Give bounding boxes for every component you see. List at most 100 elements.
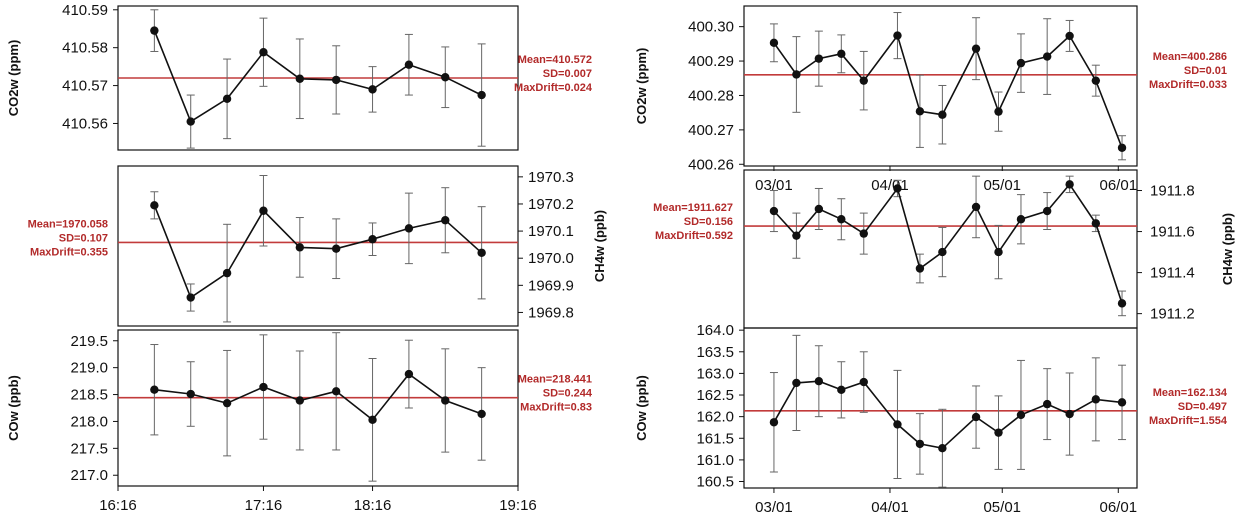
y-axis-label: CO2w (ppm): [634, 48, 649, 125]
y-tick-label: 400.28: [688, 87, 734, 104]
data-point: [1091, 76, 1101, 85]
y-tick-label: 410.56: [62, 115, 108, 132]
plot-frame: [117, 165, 519, 327]
y-tick-label: 161.0: [696, 452, 734, 469]
y-axis-label: COw (ppb): [6, 375, 21, 441]
x-tick-label: 06/01: [1100, 177, 1138, 194]
y-tick-label: 1970.3: [528, 169, 574, 186]
x-tick-label: 16:16: [99, 497, 137, 514]
data-point: [893, 420, 902, 429]
y-tick-label: 218.0: [70, 413, 108, 430]
y-axis-label: CH4w (ppb): [1220, 213, 1235, 285]
x-tick-label: 04/01: [871, 499, 909, 516]
data-point: [837, 49, 846, 59]
stat-label: MaxDrift=0.033: [1149, 79, 1227, 91]
data-point: [893, 31, 902, 40]
y-tick-label: 400.30: [688, 19, 734, 36]
data-point: [1042, 52, 1052, 61]
stat-label: Mean=1970.058: [28, 218, 108, 230]
data-point: [368, 235, 377, 244]
x-tick-label: 05/01: [983, 177, 1021, 194]
y-tick-label: 217.0: [70, 467, 108, 484]
data-point: [814, 204, 824, 214]
data-point: [259, 48, 268, 57]
series-line: [773, 183, 1123, 304]
series-line: [154, 373, 482, 421]
data-point: [331, 244, 341, 253]
data-point: [222, 94, 232, 104]
plot-frame: [117, 329, 519, 487]
data-point: [994, 428, 1003, 437]
y-tick-label: 162.0: [696, 409, 734, 426]
data-point: [222, 398, 232, 408]
data-point: [769, 206, 779, 216]
data-point: [150, 385, 159, 394]
y-tick-label: 400.27: [688, 122, 734, 139]
data-point: [1065, 180, 1074, 189]
y-tick-label: 217.5: [70, 440, 108, 457]
data-point: [938, 110, 947, 119]
x-tick-label: 05/01: [983, 499, 1021, 516]
data-point: [222, 268, 232, 278]
y-tick-label: 1969.8: [528, 304, 574, 321]
y-tick-label: 162.5: [696, 387, 734, 404]
data-point: [404, 60, 414, 69]
data-point: [441, 73, 450, 82]
data-point: [837, 215, 846, 224]
stat-label: MaxDrift=0.592: [655, 230, 733, 242]
data-point: [792, 378, 801, 388]
y-tick-label: 218.5: [70, 387, 108, 404]
data-point: [441, 216, 450, 225]
data-point: [1065, 31, 1074, 41]
stat-label: SD=0.01: [1184, 65, 1227, 77]
x-tick-label: 03/01: [755, 177, 793, 194]
stat-label: SD=0.107: [59, 232, 108, 244]
data-point: [259, 382, 268, 392]
y-tick-label: 1969.9: [528, 277, 574, 294]
y-tick-label: 400.26: [688, 156, 734, 173]
data-point: [295, 74, 305, 83]
data-point: [792, 231, 801, 240]
plot-frame: [743, 327, 1138, 489]
y-tick-label: 1911.8: [1150, 183, 1195, 200]
x-tick-label: 03/01: [755, 499, 793, 516]
chart-panel-6: 160.5 161.0 161.5 162.0 162.5 163.0 163.5 164.0…: [634, 322, 1228, 516]
y-tick-label: 1970.0: [528, 250, 574, 267]
data-point: [1016, 58, 1026, 68]
data-point: [994, 107, 1003, 116]
data-point: [150, 201, 159, 210]
data-point: [859, 76, 868, 85]
data-point: [971, 202, 981, 212]
y-tick-label: 163.0: [696, 365, 734, 382]
y-tick-label: 219.5: [70, 333, 108, 350]
data-point: [994, 247, 1003, 257]
y-axis-label: CO2w (ppm): [6, 40, 21, 117]
data-point: [792, 70, 801, 79]
data-point: [331, 75, 341, 85]
data-point: [1091, 395, 1101, 404]
y-tick-label: 1911.4: [1150, 265, 1195, 282]
data-point: [814, 54, 824, 63]
y-tick-label: 163.5: [696, 344, 734, 361]
data-point: [404, 369, 414, 379]
y-tick-label: 1970.2: [528, 196, 574, 213]
data-point: [814, 376, 824, 386]
data-point: [186, 117, 195, 126]
data-point: [1117, 143, 1127, 152]
data-point: [295, 243, 305, 252]
data-point: [1117, 398, 1127, 407]
stat-label: Mean=162.134: [1153, 387, 1228, 399]
y-tick-label: 164.0: [696, 322, 734, 339]
stat-label: MaxDrift=1.554: [1149, 415, 1228, 427]
series-line: [153, 30, 482, 123]
data-point: [477, 90, 486, 100]
y-tick-label: 1911.6: [1150, 224, 1195, 241]
y-tick-label: 219.0: [70, 360, 108, 377]
data-point: [915, 107, 925, 116]
x-tick-label: 04/01: [871, 177, 909, 194]
y-tick-label: 400.29: [688, 53, 734, 70]
plot-frame: [743, 5, 1138, 167]
stat-label: Mean=400.286: [1153, 51, 1227, 63]
chart-panel-3: 217.0 217.5 218.0 218.5 219.0 219.5 16:16 17:16…: [6, 329, 593, 514]
